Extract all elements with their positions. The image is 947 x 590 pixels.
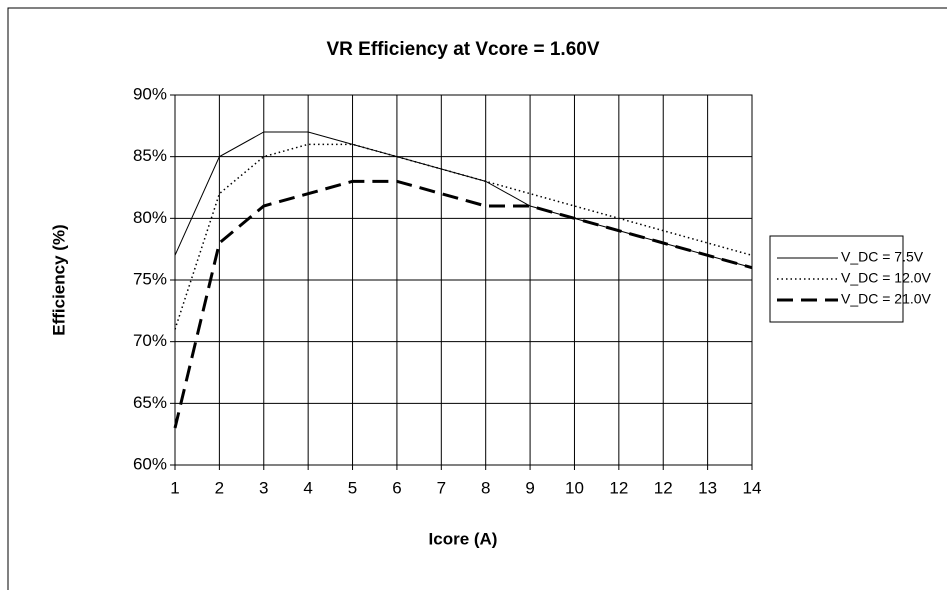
y-tick-label: 85%: [133, 146, 167, 165]
x-tick-label: 13: [698, 478, 717, 497]
y-tick-label: 65%: [133, 393, 167, 412]
x-tick-label: 1: [170, 478, 179, 497]
chart-title: VR Efficiency at Vcore = 1.60V: [327, 39, 600, 60]
y-tick-label: 80%: [133, 208, 167, 227]
x-axis-label: Icore (A): [429, 529, 498, 548]
legend-label: V_DC = 21.0V: [841, 291, 932, 307]
x-tick-label: 10: [565, 478, 584, 497]
frame: [7, 7, 947, 590]
x-tick-label: 12: [609, 478, 628, 497]
x-tick-label: 8: [481, 478, 490, 497]
x-tick-label: 6: [392, 478, 401, 497]
x-tick-label: 5: [348, 478, 357, 497]
x-tick-label: 9: [525, 478, 534, 497]
x-tick-label: 7: [437, 478, 446, 497]
y-tick-label: 70%: [133, 331, 167, 350]
x-tick-label: 2: [215, 478, 224, 497]
x-tick-label: 3: [259, 478, 268, 497]
legend-label: V_DC = 12.0V: [841, 270, 932, 286]
x-tick-label: 14: [743, 478, 762, 497]
series-line: [174, 143, 753, 330]
x-tick-label: 4: [303, 478, 312, 497]
y-axis-label: Efficiency (%): [49, 224, 68, 335]
legend-label: V_DC = 7.5V: [841, 249, 924, 265]
series-line: [173, 179, 753, 429]
y-tick-label: 75%: [133, 269, 167, 288]
y-tick-label: 60%: [133, 454, 167, 473]
y-tick-label: 90%: [133, 84, 167, 103]
x-tick-label: 12: [654, 478, 673, 497]
